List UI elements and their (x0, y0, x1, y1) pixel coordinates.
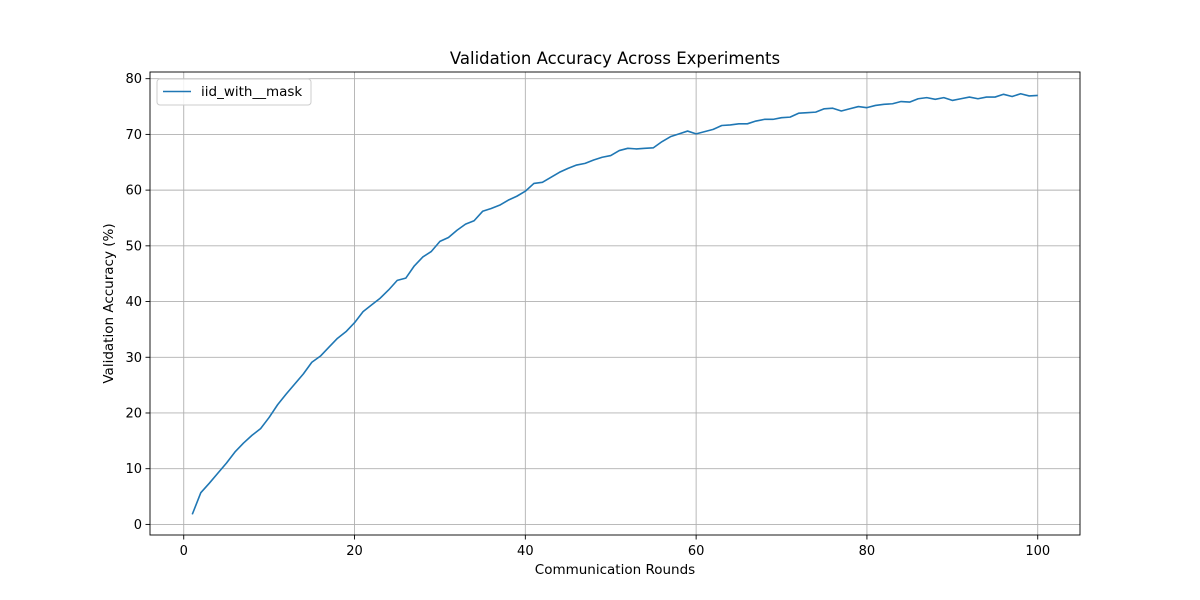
plot-frame (149, 71, 1081, 536)
legend: iid_with__mask (156, 78, 312, 106)
y-tick-label: 50 (125, 239, 142, 254)
y-tick-label: 60 (125, 184, 142, 199)
grid (150, 72, 1080, 535)
x-tick-label: 100 (1025, 544, 1050, 559)
x-tick-label: 0 (180, 544, 188, 559)
y-axis-label: Validation Accuracy (%) (101, 223, 117, 383)
x-tick-label: 40 (517, 544, 534, 559)
x-tick-label: 80 (859, 544, 876, 559)
y-tick-label: 70 (125, 128, 142, 143)
y-tick-label: 10 (125, 462, 142, 477)
y-tick-label: 30 (125, 351, 142, 366)
chart-title: Validation Accuracy Across Experiments (450, 49, 780, 68)
y-tick-label: 0 (134, 518, 142, 533)
x-tick-label: 60 (688, 544, 705, 559)
x-tick-label: 20 (346, 544, 363, 559)
x-axis-label: Communication Rounds (535, 562, 695, 578)
y-tick-label: 20 (125, 406, 142, 421)
y-tick-label: 40 (125, 295, 142, 310)
legend-box (156, 78, 312, 106)
y-tick-label: 80 (125, 72, 142, 87)
legend-entry-label: iid_with__mask (201, 84, 302, 100)
y-axis: 0 10 20 30 40 50 60 70 80 (125, 72, 150, 533)
x-axis: 0 20 40 60 80 100 (180, 535, 1050, 559)
series-line (191, 92, 1038, 515)
